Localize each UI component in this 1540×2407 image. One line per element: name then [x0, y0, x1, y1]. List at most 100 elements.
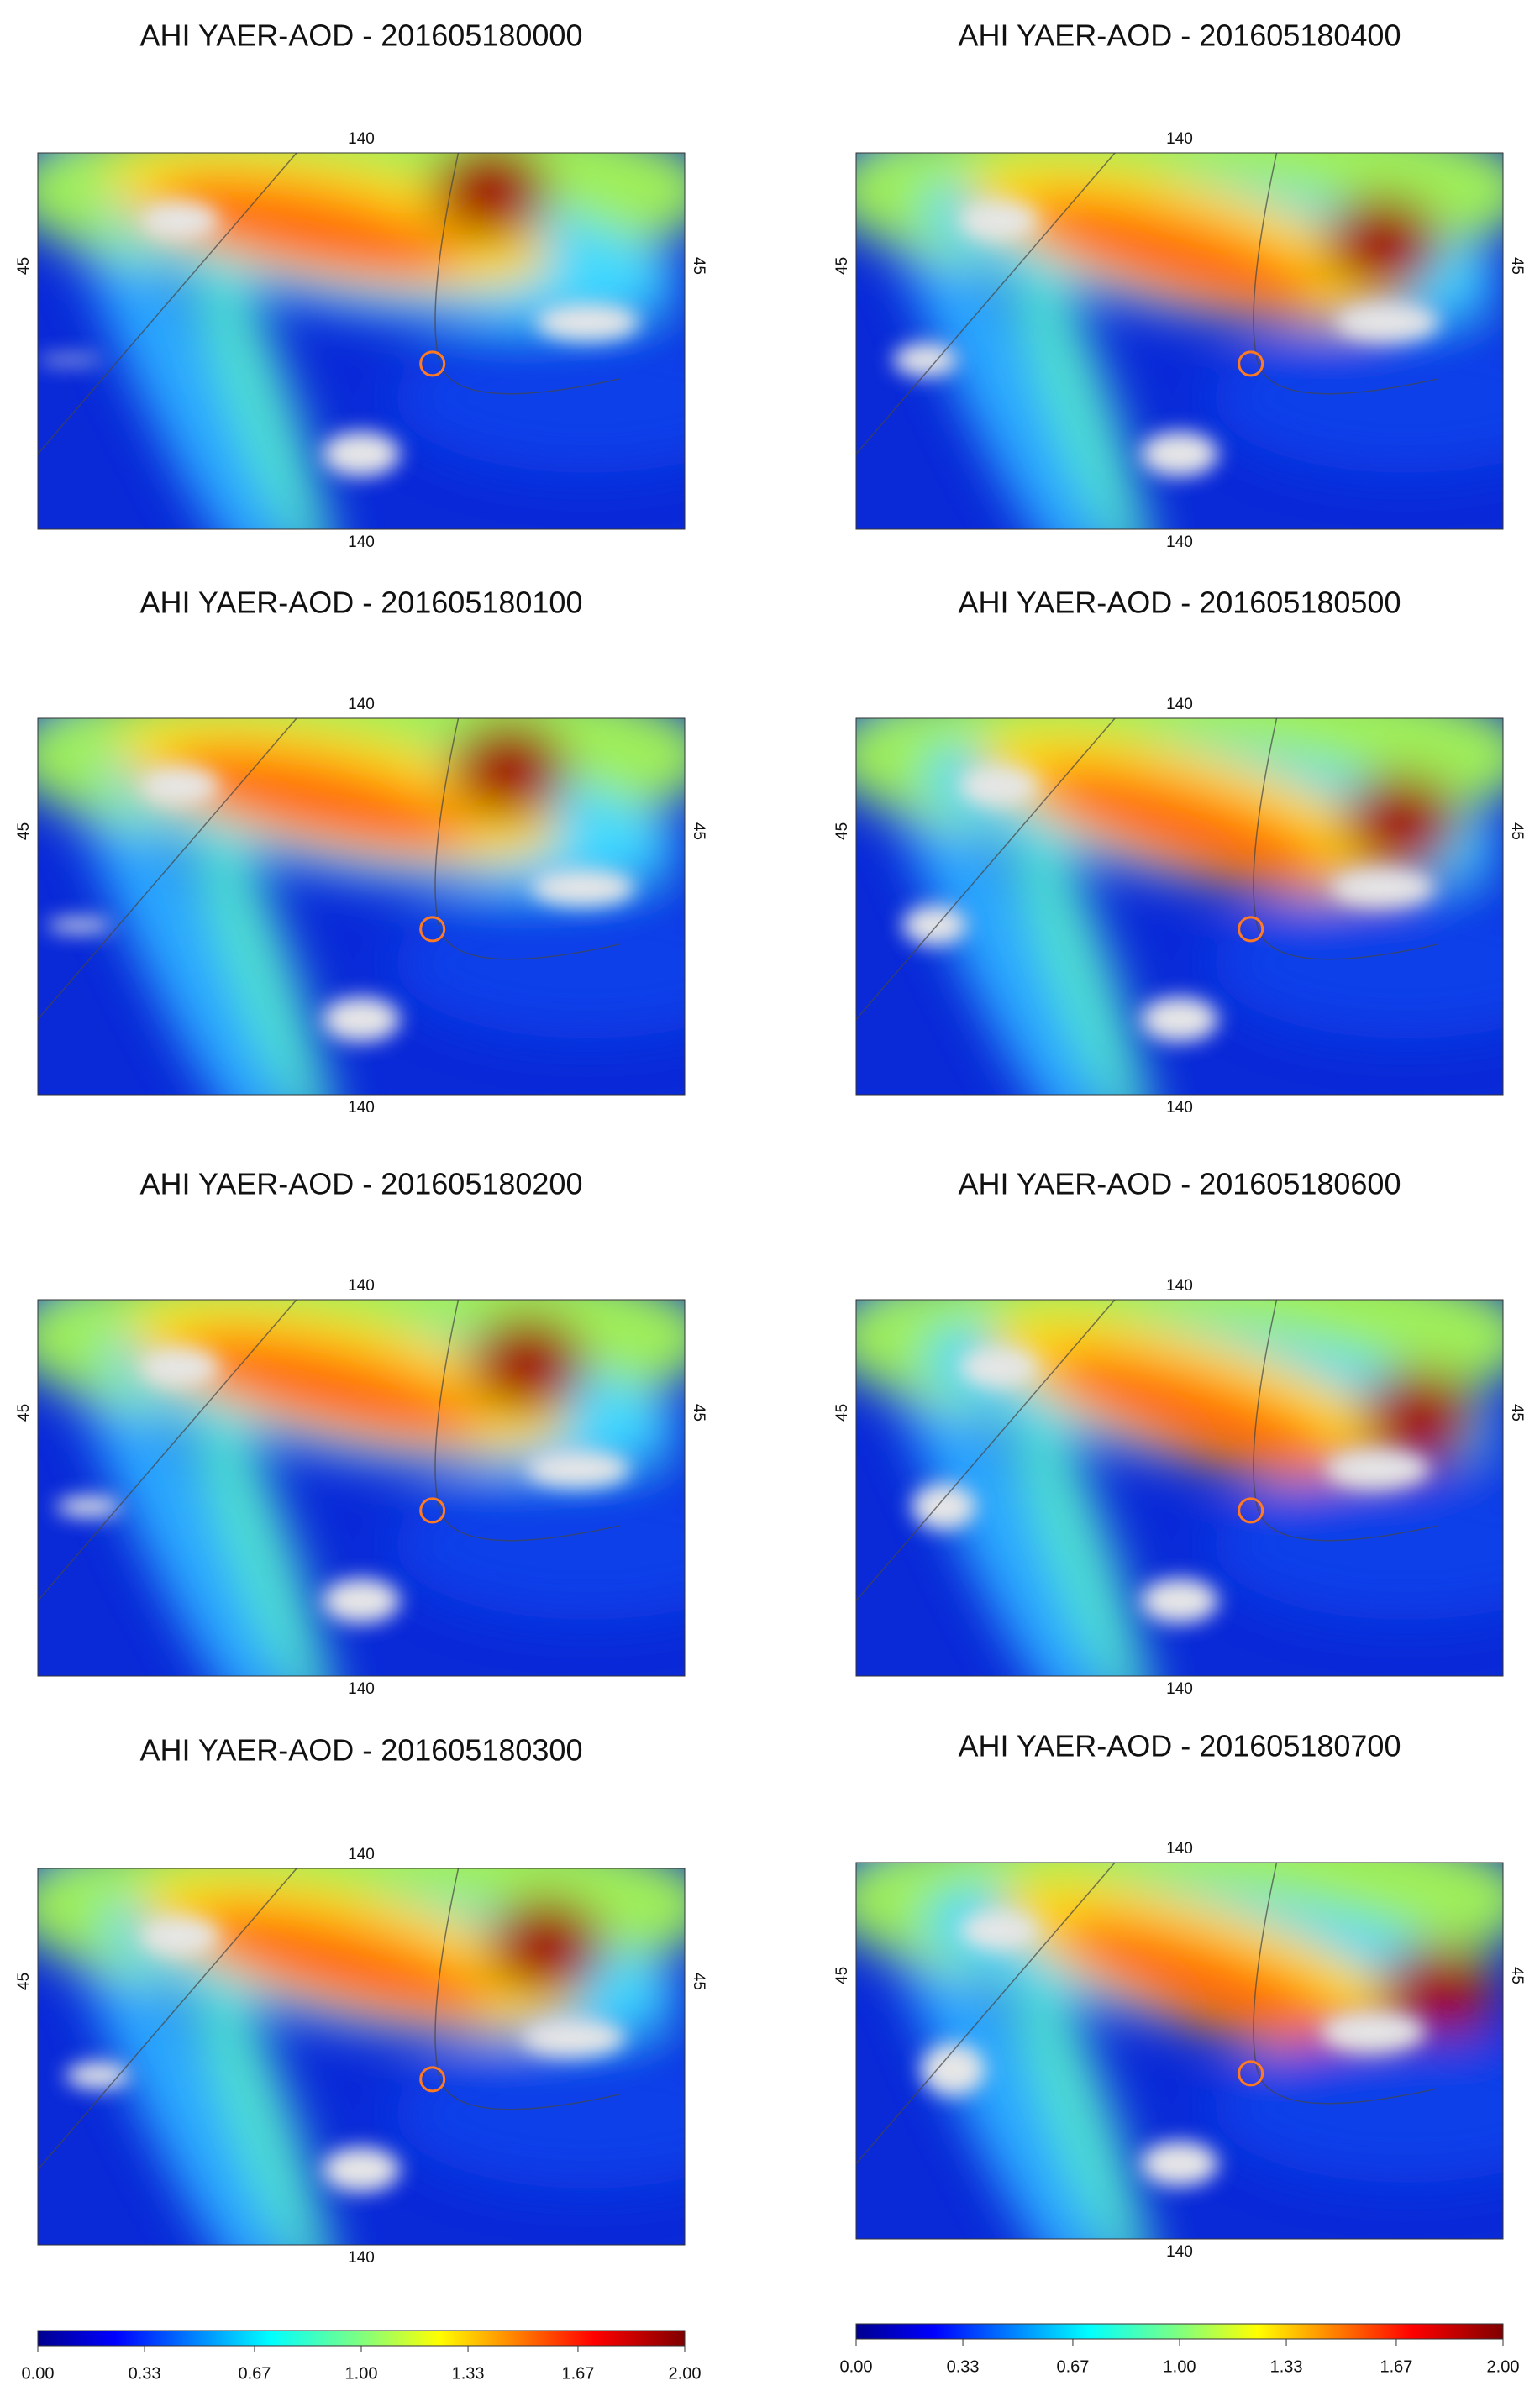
aod-blob [488, 1898, 605, 1995]
lat-label: 45 [833, 1404, 851, 1422]
cloud-patch [323, 1579, 400, 1624]
aod-blob [394, 2038, 782, 2189]
cloud-patch [1327, 1450, 1430, 1488]
cloud-patch [1322, 2013, 1425, 2051]
aod-blob [433, 142, 549, 239]
colorbar-tick-label: 1.33 [452, 2364, 485, 2383]
cloud-patch [1336, 303, 1439, 341]
lon-label: 140 [348, 1680, 375, 1698]
lon-label: 140 [348, 1846, 375, 1863]
colorbar-tick-label: 1.67 [1380, 2357, 1412, 2376]
lon-label: 140 [1166, 1680, 1193, 1698]
aod-blob [1343, 775, 1460, 872]
cloud-patch [47, 918, 112, 933]
panel-title: AHI YAER-AOD - 201605180500 [959, 586, 1401, 620]
lon-label: 140 [348, 1277, 375, 1295]
cloud-patch [959, 767, 1037, 805]
lon-label: 140 [348, 130, 375, 148]
aod-map [6, 1243, 782, 1762]
lat-label: 45 [690, 1404, 707, 1422]
lat-label: 45 [15, 257, 33, 275]
lat-label: 45 [833, 257, 851, 275]
colorbar-tick-label: 1.67 [561, 2364, 594, 2383]
colorbar-tick-label: 0.33 [947, 2357, 980, 2376]
cloud-patch [1141, 432, 1218, 477]
cloud-patch [141, 1917, 218, 1955]
colorbar-tick-label: 0.00 [840, 2357, 873, 2376]
cloud-patch [893, 344, 958, 377]
aod-blob [470, 1316, 586, 1413]
lon-label: 140 [1166, 1277, 1193, 1295]
lat-label: 45 [833, 1967, 851, 1984]
aod-map [6, 97, 782, 615]
colorbar-tick-label: 1.33 [1270, 2357, 1303, 2376]
lat-label: 45 [1508, 1404, 1526, 1422]
aod-blob [451, 721, 568, 818]
lat-label: 45 [15, 1973, 33, 1990]
colorbar-tick-label: 1.00 [345, 2364, 378, 2383]
cloud-patch [522, 2019, 625, 2057]
cloud-patch [66, 2062, 130, 2089]
lat-label: 45 [1508, 1967, 1526, 1984]
aod-map [6, 662, 782, 1180]
colorbar-tick-label: 0.67 [1056, 2357, 1089, 2376]
lon-label: 140 [348, 696, 375, 713]
panel-title: AHI YAER-AOD - 201605180100 [140, 586, 583, 620]
colorbar-tick-label: 1.00 [1164, 2357, 1196, 2376]
cloud-patch [323, 2147, 400, 2193]
lat-label: 45 [690, 822, 707, 840]
cloud-patch [536, 303, 639, 341]
cloud-patch [527, 1450, 630, 1488]
colorbar [856, 2324, 1503, 2339]
cloud-patch [1331, 869, 1434, 907]
cloud-patch [1141, 1579, 1218, 1624]
lon-label: 140 [1166, 533, 1193, 551]
colorbar [38, 2331, 685, 2346]
cloud-patch [141, 202, 218, 239]
cloud-patch [959, 202, 1037, 239]
panel-title: AHI YAER-AOD - 201605180600 [959, 1167, 1401, 1201]
cloud-patch [912, 1484, 976, 1530]
panel-title: AHI YAER-AOD - 201605180700 [959, 1729, 1401, 1763]
lon-label: 140 [348, 1099, 375, 1117]
cloud-patch [1141, 997, 1218, 1043]
cloud-patch [959, 1348, 1037, 1386]
panel-title: AHI YAER-AOD - 201605180200 [140, 1167, 583, 1201]
colorbar-tick-label: 2.00 [1487, 2357, 1520, 2376]
lon-label: 140 [348, 533, 375, 551]
colorbar-tick-label: 0.00 [22, 2364, 55, 2383]
aod-blob [394, 1469, 782, 1620]
lon-label: 140 [1166, 1099, 1193, 1117]
aod-blob [394, 323, 782, 473]
cloud-patch [323, 432, 400, 477]
lon-label: 140 [1166, 1840, 1193, 1858]
lon-label: 140 [1166, 696, 1193, 713]
lat-label: 45 [15, 822, 33, 840]
lat-label: 45 [690, 1973, 707, 1990]
colorbar-tick-label: 0.67 [238, 2364, 271, 2383]
cloud-patch [141, 1348, 218, 1386]
lat-label: 45 [1508, 257, 1526, 275]
cloud-patch [531, 869, 634, 907]
panel-title: AHI YAER-AOD - 201605180300 [140, 1733, 583, 1768]
cloud-patch [323, 997, 400, 1043]
lon-label: 140 [348, 2249, 375, 2267]
colorbar-tick-label: 2.00 [669, 2364, 702, 2383]
lat-label: 45 [15, 1404, 33, 1422]
lat-label: 45 [833, 822, 851, 840]
cloud-patch [1141, 2142, 1218, 2187]
lat-label: 45 [1508, 822, 1526, 840]
cloud-patch [141, 767, 218, 805]
cloud-patch [959, 1911, 1037, 1949]
cloud-patch [902, 906, 967, 945]
cloud-patch [38, 356, 102, 364]
colorbar-tick-label: 0.33 [129, 2364, 161, 2383]
panel-title: AHI YAER-AOD - 201605180400 [959, 18, 1401, 53]
aod-blob [394, 888, 782, 1038]
lat-label: 45 [690, 257, 707, 275]
lon-label: 140 [1166, 2243, 1193, 2261]
aod-blob [1325, 196, 1442, 293]
aod-map [6, 1812, 782, 2331]
cloud-patch [56, 1496, 121, 1516]
